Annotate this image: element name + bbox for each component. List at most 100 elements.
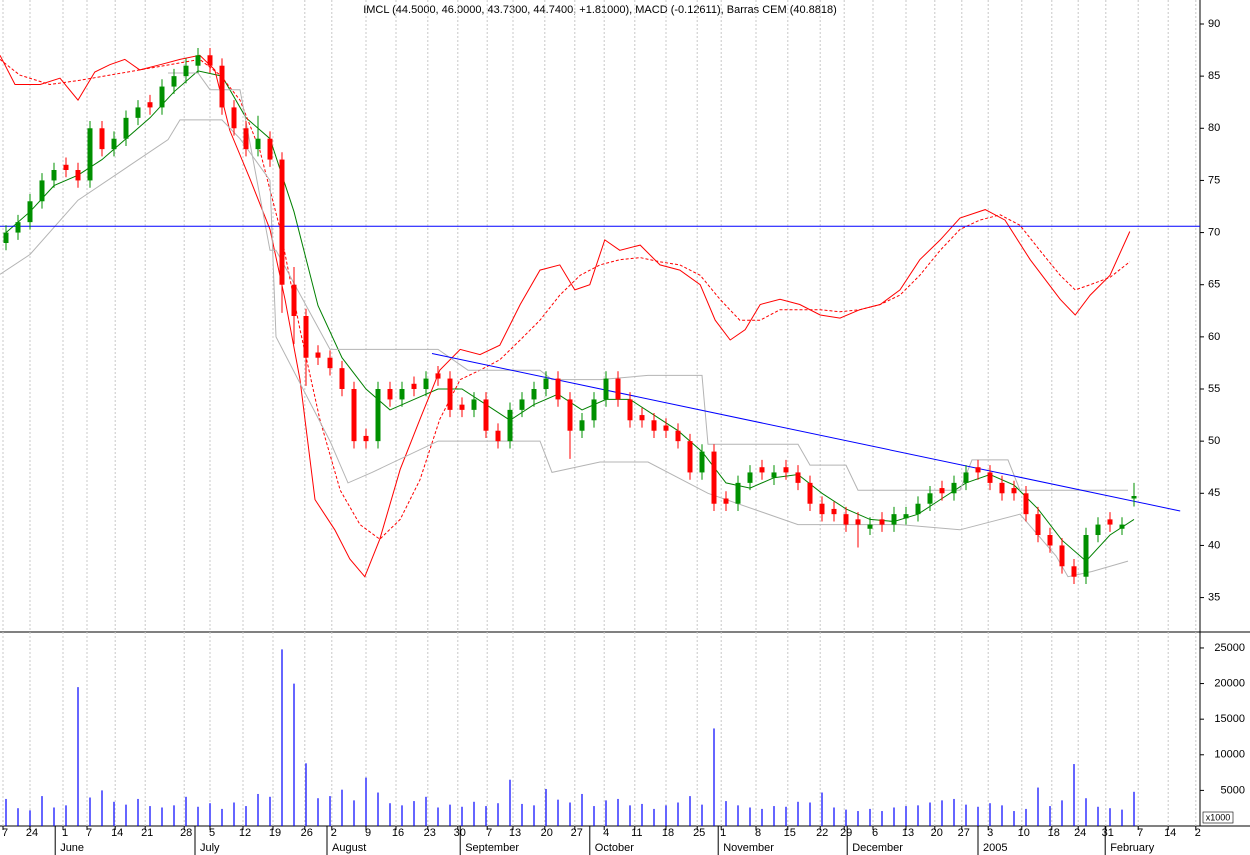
x-tick-label: 15 [784,827,796,839]
x-tick-label: 2 [331,827,337,839]
candle-body [411,383,417,390]
x-tick-label: 1 [62,827,68,839]
candle-body [159,86,165,108]
y-tick-label: 75 [1208,174,1220,186]
x-tick-label: 24 [26,827,38,839]
x-tick-label: 20 [931,827,943,839]
candle-body [807,482,813,504]
x-tick-label: 5 [209,827,215,839]
candle-body [555,378,561,400]
candle-body [711,451,717,504]
x-tick-label: 7 [86,827,92,839]
month-label: July [200,842,220,854]
x-tick-label: 7 [2,827,8,839]
candle-body [1023,493,1029,515]
x-tick-label: 27 [571,827,583,839]
candle-body [1107,519,1113,525]
volume-tick-label: 5000 [1221,784,1245,796]
candle-body [1131,496,1137,499]
candle-body [651,420,657,431]
volume-tick-label: 10000 [1214,749,1245,761]
indicator-line [0,54,1131,578]
x-tick-label: 7 [486,827,492,839]
x-tick-label: 28 [180,827,192,839]
candle-body [1035,514,1041,536]
candle-body [519,399,525,410]
x-tick-label: 21 [141,827,153,839]
x-tick-label: 2 [1195,827,1201,839]
candle-body [339,368,345,390]
indicator-line [0,119,1129,578]
x-tick-label: 13 [902,827,914,839]
candle-body [147,102,153,108]
x-tick-label: 25 [693,827,705,839]
candle-body [639,415,645,421]
candle-body [699,451,705,473]
candle-body [939,488,945,494]
month-label: June [60,842,84,854]
candle-body [723,498,729,504]
month-label: September [465,842,519,854]
candle-body [171,76,177,87]
candle-body [315,352,321,358]
month-label: November [723,842,774,854]
x-tick-label: 16 [392,827,404,839]
y-tick-label: 45 [1208,487,1220,499]
candle-body [111,138,117,150]
candle-body [999,482,1005,494]
candle-body [423,378,429,390]
candle-body [123,117,129,139]
candle-body [435,373,441,379]
candle-body [483,399,489,431]
candle-body [291,284,297,316]
volume-tick-label: 15000 [1214,713,1245,725]
candle-body [63,164,69,170]
candle-body [135,107,141,118]
x-tick-label: 10 [1018,827,1030,839]
candle-body [99,128,105,150]
x-tick-label: 1 [720,827,726,839]
candle-body [771,472,777,478]
candle-body [507,409,513,442]
candle-body [975,467,981,473]
candle-body [87,128,93,181]
x-tick-label: 8 [755,827,761,839]
candle-body [591,399,597,421]
y-tick-label: 65 [1208,279,1220,291]
candle-body [927,493,933,504]
candle-body [867,524,873,529]
x-tick-label: 31 [1102,827,1114,839]
y-tick-label: 55 [1208,383,1220,395]
candle-body [687,441,693,473]
candle-body [327,357,333,369]
x-tick-label: 23 [424,827,436,839]
y-tick-label: 40 [1208,539,1220,551]
y-tick-label: 85 [1208,70,1220,82]
candle-body [963,472,969,483]
x-tick-label: 11 [631,827,642,839]
candle-body [375,389,381,442]
candle-body [51,169,57,181]
candle-body [279,159,285,285]
candle-body [891,514,897,525]
candle-body [783,467,789,473]
candle-body [531,389,537,400]
candle-body [459,404,465,410]
x-tick-label: 24 [1074,827,1086,839]
month-label: October [595,842,634,854]
candle-body [207,55,213,66]
chart-title: IMCL (44.5000, 46.0000, 43.7300, 44.7400… [363,4,837,16]
candle-body [387,389,393,400]
x-tick-label: 7 [1137,827,1143,839]
candle-body [3,232,9,243]
candle-body [843,514,849,525]
candle-body [603,378,609,400]
month-label: February [1110,842,1155,854]
x-tick-label: 19 [269,827,281,839]
volume-unit: x1000 [1206,812,1231,822]
x-tick-label: 6 [872,827,878,839]
candle-body [627,399,633,421]
candle-body [75,169,81,181]
